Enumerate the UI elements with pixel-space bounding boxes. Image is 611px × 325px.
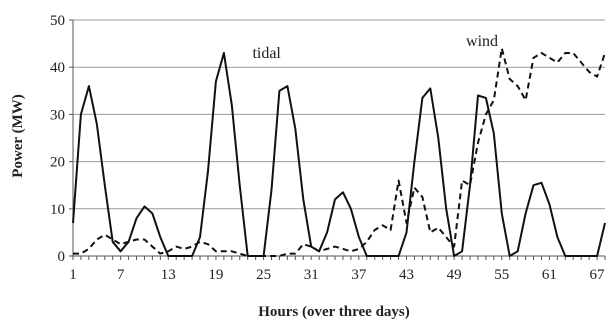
gridlines [73,19,605,210]
x-tick-label: 25 [256,267,271,283]
x-tick-label: 49 [447,267,462,283]
series-line-tidal [72,52,606,257]
y-tick-label: 0 [58,249,66,265]
x-tick-labels: 1 7 13 19 25 31 37 43 49 55 61 67 [69,267,605,283]
x-tick-label: 7 [117,267,125,283]
x-tick-label: 67 [590,267,606,283]
x-tick-label: 31 [304,267,319,283]
y-tick-label: 20 [50,155,65,171]
x-tick-label: 37 [351,267,367,283]
x-tick-label: 55 [494,267,509,283]
annotations: tidal wind [252,33,498,62]
x-tick-label: 19 [208,267,223,283]
x-tick-label: 61 [542,267,557,283]
y-tick-label: 30 [50,107,65,123]
x-axis-title: Hours (over three days) [258,304,410,320]
annotation-tidal: tidal [252,45,281,62]
series-lines [72,47,606,257]
y-axis-title: Power (MW) [10,94,26,177]
x-tick-label: 43 [399,267,414,283]
x-tick-label: 13 [161,267,176,283]
y-tick-labels: 0 10 20 30 40 50 [50,13,65,265]
y-tick-label: 40 [50,60,65,76]
y-tick-label: 50 [50,13,65,29]
axes [69,19,606,260]
y-tick-label: 10 [50,202,65,218]
series-line-wind [73,47,606,257]
annotation-wind: wind [466,33,498,50]
x-tick-label: 1 [69,267,77,283]
